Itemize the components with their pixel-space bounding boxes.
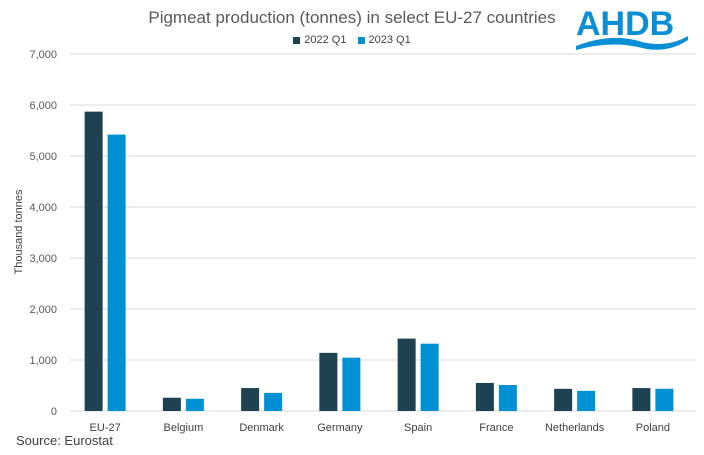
- y-tick-label: 2,000: [29, 304, 57, 316]
- y-axis-title: Thousand tonnes: [13, 189, 25, 275]
- bar-denmark-2022-q1: [241, 388, 260, 411]
- bar-poland-2022-q1: [632, 388, 651, 411]
- bar-poland-2023-q1: [655, 388, 674, 411]
- source-note: Source: Eurostat: [16, 433, 113, 448]
- bar-denmark-2023-q1: [264, 392, 283, 411]
- bar-germany-2022-q1: [319, 352, 338, 411]
- x-tick-label: France: [479, 422, 513, 434]
- legend-item-2023: 2023 Q1: [357, 34, 411, 46]
- legend-label: 2022 Q1: [304, 34, 347, 46]
- legend-item-2022: 2022 Q1: [293, 34, 346, 46]
- y-tick-label: 7,000: [29, 49, 57, 61]
- x-tick-label: Denmark: [239, 422, 284, 434]
- x-tick-label: Poland: [636, 422, 670, 434]
- bar-eu-27-2022-q1: [84, 111, 103, 411]
- x-tick-label: EU-27: [90, 422, 121, 434]
- bar-netherlands-2022-q1: [554, 388, 573, 411]
- chart-title: Pigmeat production (tonnes) in select EU…: [148, 8, 556, 27]
- bar-belgium-2023-q1: [185, 398, 204, 411]
- x-tick-label: Netherlands: [545, 422, 605, 434]
- y-tick-label: 0: [51, 406, 57, 418]
- bar-netherlands-2023-q1: [577, 390, 596, 411]
- y-tick-label: 5,000: [29, 151, 57, 163]
- ahdb-logo: AHDB: [572, 2, 692, 57]
- bar-france-2023-q1: [498, 384, 517, 411]
- bar-spain-2023-q1: [420, 343, 439, 411]
- bar-belgium-2022-q1: [162, 397, 181, 411]
- y-tick-label: 4,000: [29, 202, 57, 214]
- bar-spain-2022-q1: [397, 338, 416, 411]
- legend-label: 2023 Q1: [368, 34, 411, 46]
- x-tick-label: Spain: [404, 422, 432, 434]
- y-tick-label: 1,000: [29, 355, 57, 367]
- svg-text:AHDB: AHDB: [576, 5, 674, 43]
- bar-eu-27-2023-q1: [107, 134, 126, 411]
- x-tick-label: Belgium: [164, 422, 204, 434]
- legend: 2022 Q1 2023 Q1: [0, 34, 704, 47]
- bar-germany-2023-q1: [342, 357, 361, 411]
- y-tick-label: 6,000: [29, 100, 57, 112]
- y-tick-label: 3,000: [29, 253, 57, 265]
- legend-swatch: [357, 36, 365, 44]
- bar-france-2022-q1: [475, 382, 494, 411]
- x-tick-label: Germany: [317, 422, 363, 434]
- legend-swatch: [293, 36, 301, 44]
